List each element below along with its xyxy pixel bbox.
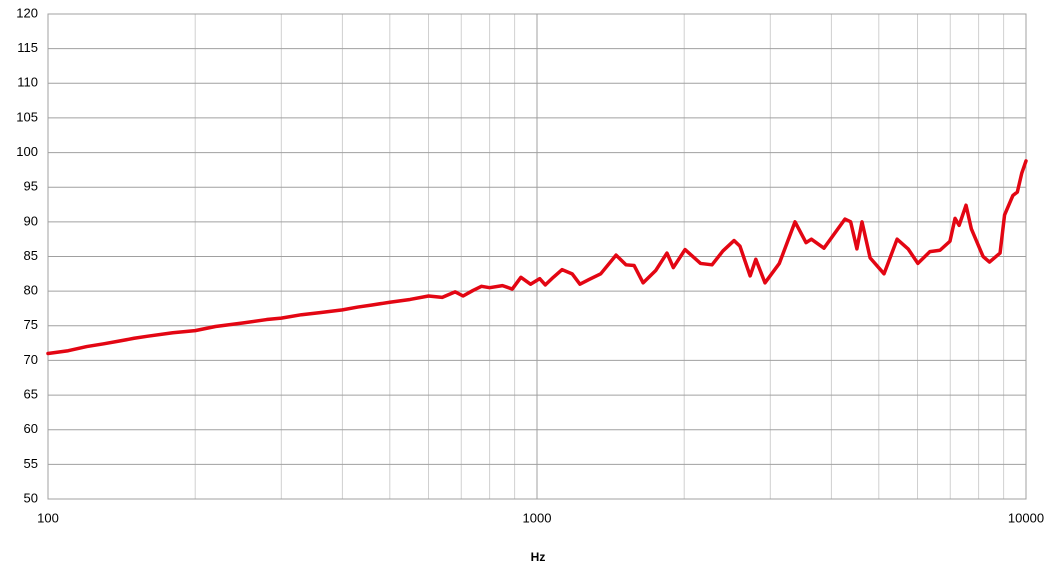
y-tick-label: 85 (24, 248, 38, 263)
y-tick-label: 100 (16, 144, 38, 159)
y-tick-label: 55 (24, 456, 38, 471)
y-tick-label: 80 (24, 283, 38, 298)
plot-frame (47, 13, 1027, 500)
y-tick-label: 65 (24, 387, 38, 402)
y-tick-label: 60 (24, 421, 38, 436)
data-line (46, 159, 1028, 356)
y-tick-label: 50 (24, 490, 38, 505)
x-axis-label: Hz (531, 550, 546, 564)
y-tick-label: 75 (24, 317, 38, 332)
y-tick-label: 105 (16, 109, 38, 124)
y-tick-label: 110 (17, 75, 38, 90)
y-tick-label: 115 (17, 40, 38, 55)
x-tick-label: 10000 (1008, 510, 1044, 525)
y-tick-label: 120 (16, 5, 38, 20)
y-tick-label: 95 (24, 179, 38, 194)
y-tick-label: 90 (24, 213, 38, 228)
x-tick-label: 1000 (523, 510, 552, 525)
y-tick-label: 70 (24, 352, 38, 367)
x-tick-label: 100 (37, 510, 59, 525)
